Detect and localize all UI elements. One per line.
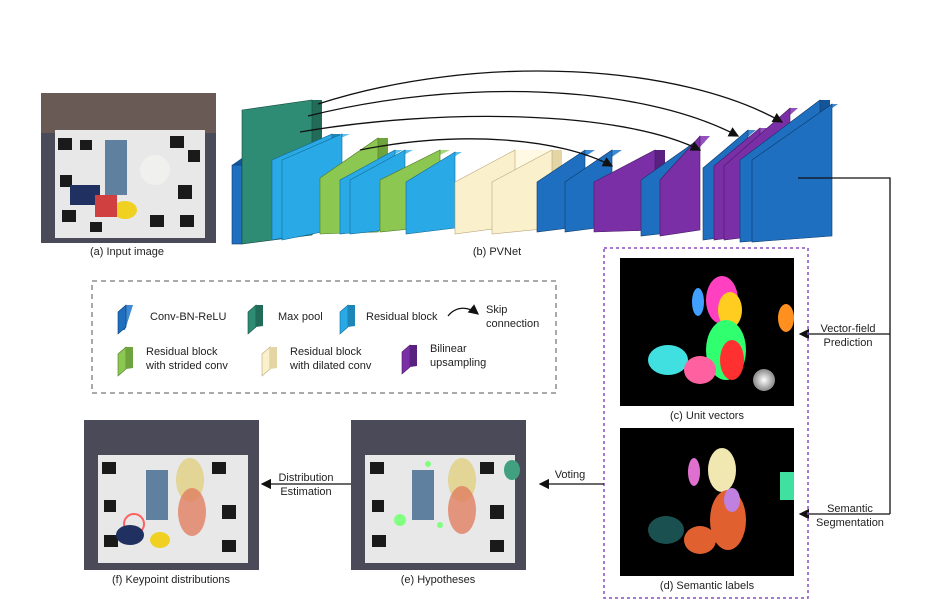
legend-strided-label-1: Residual block [146, 346, 218, 358]
legend-dilated-label-1: Residual block [290, 346, 362, 358]
legend-skip-label-2: connection [486, 318, 539, 330]
legend-residual-icon [339, 304, 355, 335]
legend-upsample-icon [401, 344, 417, 375]
legend-residual-label: Residual block [366, 311, 438, 323]
legend-conv-label: Conv-BN-ReLU [150, 311, 226, 323]
label-voting: Voting [555, 469, 586, 481]
legend-maxpool-icon [247, 304, 263, 335]
legend-maxpool-label: Max pool [278, 311, 323, 323]
legend-upsample-label-2: upsampling [430, 357, 486, 369]
legend-dilated-label-2: with dilated conv [289, 360, 372, 372]
legend-strided-icon [117, 346, 133, 377]
unit-vectors-image [620, 258, 794, 406]
hypotheses-image [351, 420, 526, 570]
caption-unit-vectors: (c) Unit vectors [670, 410, 744, 422]
label-vector-field-2: Prediction [824, 337, 873, 349]
label-semantic-2: Segmentation [816, 517, 884, 529]
legend-skip-label-1: Skip [486, 304, 507, 316]
legend: Conv-BN-ReLU Max pool Residual block Ski… [91, 280, 557, 394]
block-conv [739, 99, 838, 243]
label-vector-field-1: Vector-field [820, 323, 875, 335]
caption-hypotheses: (e) Hypotheses [401, 574, 476, 586]
skip-connections [299, 70, 784, 167]
legend-skip-icon [447, 304, 480, 317]
legend-conv-icon [117, 304, 133, 335]
caption-semantic-labels: (d) Semantic labels [660, 580, 755, 592]
output-heads-box [603, 247, 809, 599]
head-connector [798, 177, 891, 520]
legend-strided-label-2: with strided conv [145, 360, 228, 372]
legend-upsample-label-1: Bilinear [430, 343, 467, 355]
label-semantic-1: Semantic [827, 503, 873, 515]
caption-keypoint-distributions: (f) Keypoint distributions [112, 574, 230, 586]
pvnet-network [231, 70, 838, 245]
color-wheel-icon [753, 369, 775, 391]
legend-dilated-icon [261, 346, 277, 377]
block-conv [231, 158, 243, 245]
label-distribution-1: Distribution [278, 472, 333, 484]
caption-input-image: (a) Input image [90, 246, 164, 258]
caption-pvnet: (b) PVNet [473, 246, 521, 258]
semantic-labels-image [620, 428, 794, 576]
label-distribution-2: Estimation [280, 486, 331, 498]
keypoint-distributions-image [84, 420, 259, 570]
input-image [41, 93, 216, 243]
